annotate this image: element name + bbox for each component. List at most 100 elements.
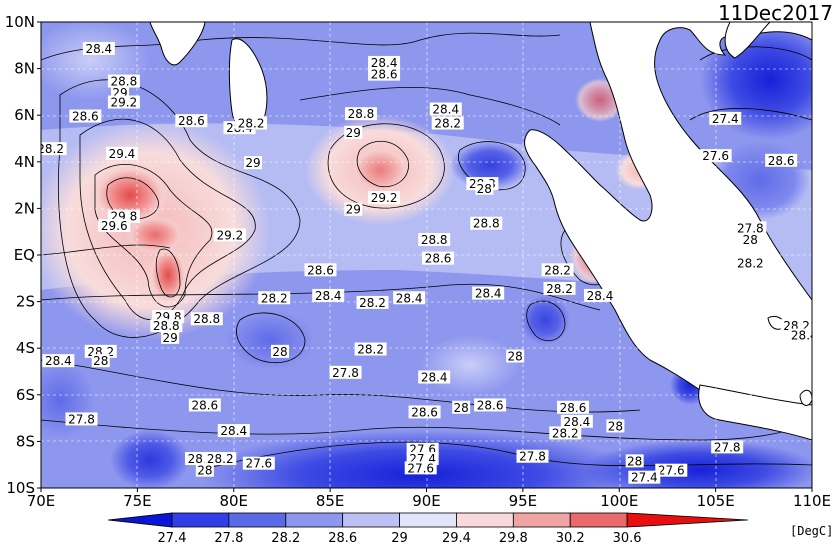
contour-label-bg (235, 116, 268, 130)
landmass-india (149, 22, 206, 66)
contour-label: 28.2 (238, 117, 265, 131)
contour-label: 28.2 (37, 142, 64, 156)
contour-label-bg (271, 344, 290, 358)
lat-tick-label: 8S (16, 432, 35, 450)
contour-label: 27.6 (245, 457, 272, 471)
contour-label: 28.4 (475, 287, 502, 301)
colorbar-segment (512, 512, 571, 528)
contour-label-bg (107, 74, 140, 88)
contour-label-bg (506, 349, 525, 363)
lat-tick-label: 6N (14, 106, 35, 124)
contour-label: 28 (197, 464, 212, 478)
contour-label: 29 (346, 126, 361, 140)
contour-label: 28.4 (220, 424, 247, 438)
contour-label-bg (734, 221, 767, 235)
contour-label: 28 (743, 233, 758, 247)
lon-tick-label: 90E (412, 492, 441, 510)
contour-line (41, 244, 171, 256)
contour-label: 28 (477, 182, 492, 196)
contour-label-bg (429, 102, 462, 116)
contour-label: 28.8 (348, 107, 375, 121)
contour-label: 27.8 (519, 450, 546, 464)
contour-line (94, 164, 213, 308)
contour-label: 28.6 (371, 68, 398, 82)
contour-label: 29.2 (217, 228, 244, 242)
contour-label: 27.8 (737, 221, 764, 235)
contour-label: 28.6 (72, 110, 99, 124)
lon-tick-label: 80E (219, 492, 248, 510)
contour-label: 28.2 (546, 282, 573, 296)
lon-tick-label: 105E (697, 492, 735, 510)
contour-label-bg (91, 354, 110, 368)
contour-label: 28 (93, 354, 108, 368)
landmass-java (698, 384, 812, 441)
lon-tick-label: 100E (600, 492, 638, 510)
contour-label: 28.4 (432, 103, 459, 117)
contour-label: 28.2 (544, 263, 571, 277)
colorbar-segment (456, 512, 514, 528)
contour-label: 28.8 (111, 75, 138, 89)
contour-label-bg (190, 312, 223, 326)
lat-tick-label: 10N (5, 13, 35, 31)
contour-label: 29 (245, 156, 260, 170)
contour-label-bg (734, 256, 767, 270)
contour-label: 28.4 (396, 291, 423, 305)
contour-label-bg (560, 414, 593, 428)
contour-label-bg (699, 149, 732, 163)
lon-tick-label: 70E (27, 492, 56, 510)
contour-label-bg (474, 398, 507, 412)
contour-label: 27.8 (332, 366, 359, 380)
contour-label: 28.6 (768, 154, 795, 168)
colorbar-arrow-low (107, 512, 173, 528)
sst-mid-1 (225, 310, 315, 370)
contour-line (41, 32, 561, 61)
contour-label-bg (788, 328, 812, 342)
contour-label: 28.2 (737, 256, 764, 270)
contour-label-bg (408, 405, 441, 419)
contour-label: 27.6 (658, 464, 685, 478)
contour-label-bg (741, 233, 760, 247)
sst-cool-mentawai (520, 295, 570, 345)
contour-label: 27.6 (702, 149, 729, 163)
contour-label-bg (213, 228, 246, 242)
contour-line (106, 177, 159, 220)
contour-label-bg (583, 288, 616, 302)
contour-label-bg (98, 219, 131, 233)
contour-label-bg (356, 295, 389, 309)
contour-label: 28.8 (153, 319, 180, 333)
contour-line (327, 123, 445, 209)
colorbar-label: 28.2 (271, 531, 300, 544)
contour-label: 29 (163, 331, 178, 345)
sst-cool-se (580, 440, 812, 488)
sst-mid-w (41, 360, 95, 440)
colorbar-label: 30.2 (556, 531, 585, 544)
contour-label: 27.8 (714, 440, 741, 454)
contour-label-bg (204, 452, 237, 466)
colorbar-label: 27.4 (158, 531, 187, 544)
contour-label-bg (42, 354, 75, 368)
sst-light-s (420, 335, 520, 395)
contour-line (41, 283, 601, 311)
contour-label-bg (431, 116, 464, 130)
contour-label-bg (195, 463, 214, 477)
contour-label: 28.4 (563, 415, 590, 429)
contour-label: 29.2 (111, 96, 138, 110)
sst-field: 28.428.82929.228.628.628.428.228.229.429… (37, 22, 812, 488)
contour-label-bg (258, 291, 291, 305)
contour-label: 27.4 (712, 112, 739, 126)
colorbar-segment (228, 512, 287, 528)
contour-label-bg (150, 319, 183, 333)
contour-line (526, 300, 566, 342)
contour-label: 28.6 (307, 263, 334, 277)
contour-label-bg (711, 440, 744, 454)
contour-label-bg (655, 463, 688, 477)
contour-label-bg (304, 263, 337, 277)
lon-tick-label: 75E (123, 492, 152, 510)
contour-label-bg (217, 424, 250, 438)
lat-tick-label: 6S (16, 386, 35, 404)
contour-line (41, 359, 641, 413)
grid-lines (41, 22, 812, 488)
contour-label: 28 (454, 401, 469, 415)
contour-labels: 28.428.82929.228.628.628.428.228.229.429… (37, 41, 812, 485)
